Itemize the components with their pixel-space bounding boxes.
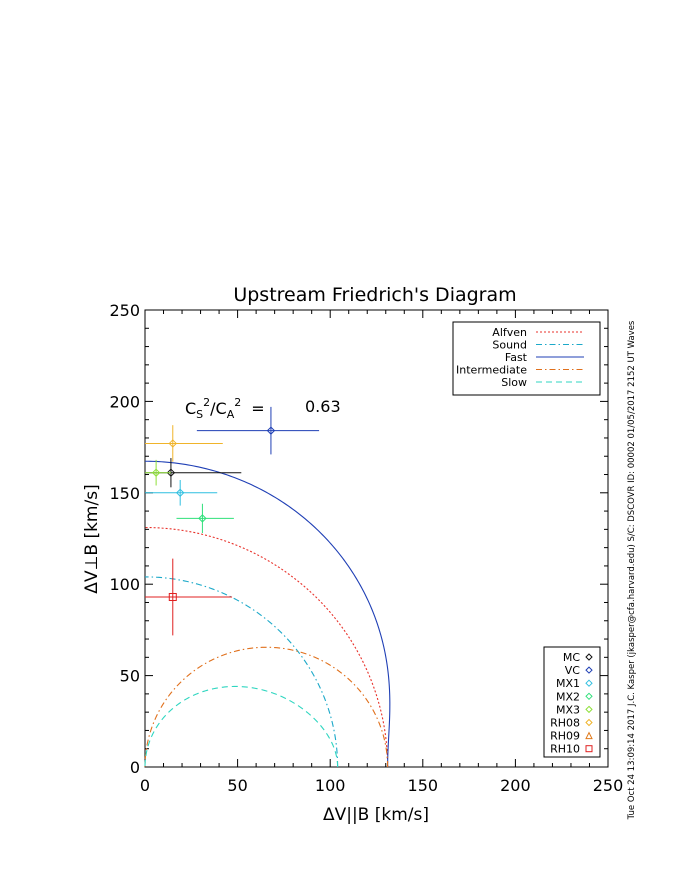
y-tick-label: 200 bbox=[109, 392, 140, 411]
points-legend-label: RH09 bbox=[550, 730, 580, 743]
point-marker bbox=[198, 514, 207, 523]
curve-intermediate bbox=[144, 646, 389, 768]
ratio-sup-1: 2 bbox=[203, 396, 210, 409]
y-tick-label: 150 bbox=[109, 484, 140, 503]
data-point-rh08 bbox=[145, 425, 223, 462]
points-legend-marker bbox=[585, 731, 593, 740]
curve-legend-box bbox=[452, 321, 601, 396]
curve-legend-label: Sound bbox=[492, 339, 527, 352]
points-legend-marker bbox=[585, 653, 593, 661]
x-tick-label: 200 bbox=[500, 776, 531, 795]
points-legend-label: MX1 bbox=[556, 677, 580, 690]
x-tick-label: 0 bbox=[140, 776, 150, 795]
curve-fast bbox=[144, 460, 391, 768]
point-marker bbox=[168, 439, 177, 448]
points-legend-marker bbox=[585, 666, 593, 674]
ratio-value: 0.63 bbox=[305, 397, 341, 416]
curve-legend-label: Alfven bbox=[492, 326, 527, 339]
points-legend-label: MX3 bbox=[556, 703, 580, 716]
point-marker bbox=[151, 468, 161, 477]
x-tick-label: 100 bbox=[315, 776, 346, 795]
ratio-slash-c: /C bbox=[210, 399, 227, 418]
x-tick-label: 50 bbox=[227, 776, 247, 795]
points-legend-marker bbox=[585, 679, 593, 687]
point-marker bbox=[175, 488, 185, 498]
side-caption: Tue Oct 24 13:09:14 2017 J.C. Kasper (jk… bbox=[627, 320, 637, 820]
x-axis-label: ΔV||B [km/s] bbox=[323, 805, 429, 825]
points-legend-label: MC bbox=[563, 651, 580, 664]
curve-alfven bbox=[144, 526, 389, 768]
curve-slow bbox=[144, 685, 339, 768]
x-tick-label: 150 bbox=[408, 776, 439, 795]
ratio-annotation: CS2/CA2 = bbox=[185, 396, 265, 421]
y-tick-label: 250 bbox=[109, 301, 140, 320]
points-legend-marker bbox=[585, 705, 593, 714]
points-legend-label: MX2 bbox=[556, 690, 580, 703]
chart-title: Upstream Friedrich's Diagram bbox=[233, 284, 516, 306]
curve-legend-label: Fast bbox=[505, 351, 528, 364]
data-point-mx3 bbox=[145, 459, 171, 486]
ratio-equals: = bbox=[251, 399, 264, 418]
point-marker bbox=[166, 468, 176, 477]
points-legend-marker bbox=[585, 745, 593, 753]
curve-legend-label: Slow bbox=[501, 376, 527, 389]
points-legend-marker bbox=[585, 718, 593, 727]
y-tick-label: 50 bbox=[120, 667, 140, 686]
points-legend-marker bbox=[585, 692, 593, 701]
point-marker bbox=[266, 426, 276, 435]
plot-frame bbox=[144, 309, 609, 768]
curves-layer bbox=[144, 460, 391, 768]
x-tick-label: 250 bbox=[593, 776, 624, 795]
axis-ticks: 0 50 100 150 200 250 0 50 100 150 200 250 bbox=[109, 301, 623, 795]
points-legend-label: RH08 bbox=[550, 717, 580, 730]
ratio-sub-s: S bbox=[196, 408, 203, 421]
data-point-mx1 bbox=[145, 480, 218, 506]
y-axis-label: ΔV⊥B [km/s] bbox=[82, 484, 102, 593]
curve-legend-label: Intermediate bbox=[456, 364, 527, 377]
y-tick-label: 100 bbox=[109, 575, 140, 594]
points-legend-label: VC bbox=[565, 664, 581, 677]
data-point-vc bbox=[196, 406, 320, 455]
data-point-rh10 bbox=[145, 558, 233, 636]
point-marker bbox=[168, 592, 177, 601]
points-legend-label: RH10 bbox=[550, 743, 580, 756]
data-point-mx2 bbox=[176, 503, 234, 534]
y-tick-label: 0 bbox=[130, 758, 140, 777]
ratio-sup-2: 2 bbox=[234, 396, 241, 409]
ratio-c: C bbox=[185, 399, 196, 418]
ratio-sub-a: A bbox=[227, 408, 235, 421]
curve-sound bbox=[144, 576, 339, 768]
points-layer bbox=[145, 406, 320, 636]
